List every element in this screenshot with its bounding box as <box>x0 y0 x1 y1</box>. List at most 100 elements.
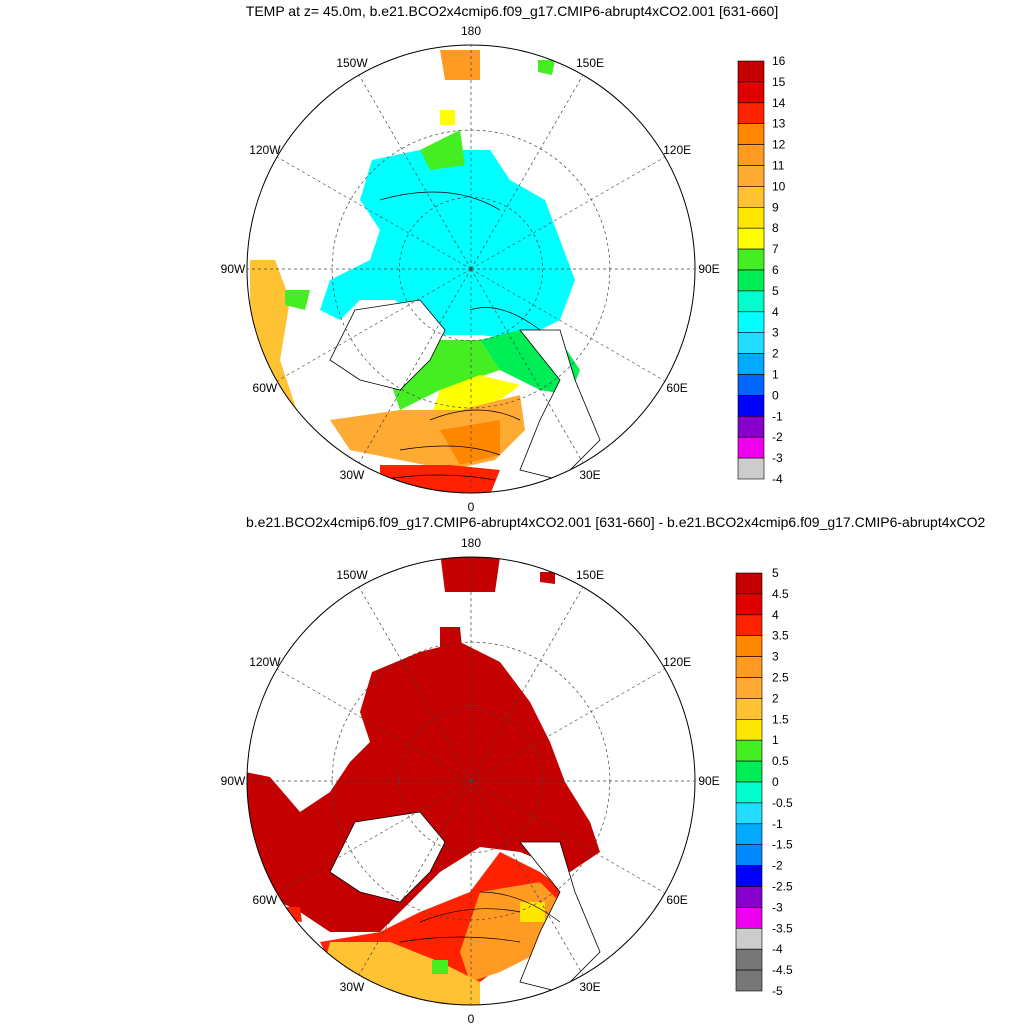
colorbar-label: 0 <box>772 388 779 402</box>
colorbar-label: -4 <box>772 472 783 486</box>
meridian-line <box>358 780 472 976</box>
colorbar-label: -3.5 <box>772 921 793 935</box>
lon-label-150e: 150E <box>576 56 604 70</box>
colorbar-label: -5 <box>772 984 783 998</box>
meridian-line <box>470 156 666 270</box>
lon-label-90w: 90W <box>221 774 246 788</box>
meridian-line <box>358 268 472 464</box>
colorbar-swatch <box>735 698 763 720</box>
colorbar-swatch <box>737 123 765 145</box>
colorbar-label: 15 <box>772 75 786 89</box>
lon-label-90w: 90W <box>221 262 246 276</box>
colorbar-label: 0.5 <box>772 754 789 768</box>
panel-1-title: TEMP at z= 45.0m, b.e21.BCO2x4cmip6.f09_… <box>245 3 779 19</box>
colorbar-swatch <box>737 415 765 438</box>
lon-label-90e: 90E <box>698 262 719 276</box>
colorbar-label: 9 <box>772 200 779 214</box>
lon-label-60w: 60W <box>253 893 278 907</box>
panel-2-title: b.e21.BCO2x4cmip6.f09_g17.CMIP6-abrupt4x… <box>246 514 986 530</box>
latitude-circle <box>398 708 544 854</box>
colorbar-label: -2 <box>772 430 783 444</box>
meridian-line <box>276 268 472 382</box>
lon-label-60e: 60E <box>666 381 687 395</box>
colorbar-swatch <box>735 635 763 657</box>
colorbar-swatch <box>735 614 763 637</box>
lon-label-120e: 120E <box>663 655 691 669</box>
colorbar-label: -2 <box>772 859 783 873</box>
colorbar-difference: 5 4.5 4 3.5 3 2.5 2 1.5 1 0.5 0 -0.5 -1 -1.5 -2 -2.5 -3 -… <box>735 566 793 998</box>
polar-map-difference: 0 180 150E 120E 90E 60E 30E 30W 60W 90W 120W 150W 5… <box>221 536 793 1024</box>
colorbar-label: 2.5 <box>772 671 789 685</box>
colorbar-swatch <box>737 81 765 104</box>
colorbar-swatch <box>735 572 763 595</box>
meridian-line <box>470 268 584 464</box>
lon-label-60e: 60E <box>666 893 687 907</box>
colorbar-swatch <box>735 781 763 804</box>
colorbar-label: 1 <box>772 733 779 747</box>
colorbar-swatch <box>735 948 763 971</box>
colorbar-swatch <box>735 969 763 992</box>
colorbar-swatch <box>737 332 765 354</box>
colorbar-swatch <box>737 311 765 333</box>
lon-label-30e: 30E <box>579 980 600 994</box>
colorbar-label: 3 <box>772 326 779 340</box>
colorbar-label: -1 <box>772 409 783 423</box>
colorbar-label: 0 <box>772 775 779 789</box>
colorbar-label: 4 <box>772 305 779 319</box>
lon-label-90e: 90E <box>698 774 719 788</box>
colorbar-label: -3 <box>772 900 783 914</box>
meridian-line <box>276 780 472 894</box>
colorbar-swatch <box>737 436 765 459</box>
colorbar-label: 1.5 <box>772 712 789 726</box>
colorbar-swatch <box>737 186 765 208</box>
colorbar-swatch <box>735 719 763 741</box>
colorbar-label: 6 <box>772 263 779 277</box>
colorbar-swatch <box>737 165 765 187</box>
colorbar-label: 3 <box>772 650 779 664</box>
colorbar-swatch <box>737 374 765 396</box>
colorbar-label: 5 <box>772 566 779 580</box>
colorbar-swatch <box>735 677 763 699</box>
colorbar-swatch <box>737 102 765 125</box>
colorbar-swatch <box>737 227 765 250</box>
colorbar-label: -0.5 <box>772 796 793 810</box>
lon-label-150w: 150W <box>336 568 368 582</box>
lon-label-150w: 150W <box>336 56 368 70</box>
colorbar-label: 5 <box>772 284 779 298</box>
colorbar-label: 14 <box>772 96 786 110</box>
colorbar-label: -4.5 <box>772 963 793 977</box>
colorbar-label: -2.5 <box>772 880 793 894</box>
meridian-line <box>470 780 666 894</box>
colorbar-swatch <box>735 802 763 825</box>
latitude-circle <box>398 196 544 342</box>
colorbar-swatch <box>737 395 765 417</box>
lon-label-180: 180 <box>461 536 481 550</box>
meridian-line <box>470 74 584 270</box>
colorbar-label: 11 <box>772 159 785 173</box>
lon-label-30w: 30W <box>340 468 365 482</box>
lon-label-120e: 120E <box>663 143 691 157</box>
colorbar-label: 10 <box>772 179 786 193</box>
colorbar-swatch <box>737 290 765 313</box>
meridian-line <box>470 586 584 782</box>
lon-label-180: 180 <box>461 24 481 38</box>
colorbar-swatch <box>735 593 763 616</box>
colorbar-label: 7 <box>772 242 779 256</box>
colorbar-label: 2 <box>772 691 779 705</box>
lon-label-120w: 120W <box>249 143 281 157</box>
graticule <box>247 557 695 1005</box>
colorbar-swatch <box>735 865 763 887</box>
lon-label-60w: 60W <box>253 381 278 395</box>
colorbar-label: 4 <box>772 608 779 622</box>
colorbar-swatch <box>735 739 763 762</box>
lon-label-30e: 30E <box>579 468 600 482</box>
longitude-labels: 0 180 150E 120E 90E 60E 30E 30W 60W 90W 120W 150W <box>221 536 720 1024</box>
colorbar-swatch <box>735 907 763 929</box>
difference-field <box>247 557 601 1005</box>
temperature-field <box>250 50 601 493</box>
colorbar-label: -1 <box>772 817 783 831</box>
longitude-labels: 0 180 150E 120E 90E 60E 30E 30W 60W 90W 120W 150W <box>221 24 720 514</box>
colorbar-label: 1 <box>772 368 779 382</box>
meridian-line <box>470 780 584 976</box>
